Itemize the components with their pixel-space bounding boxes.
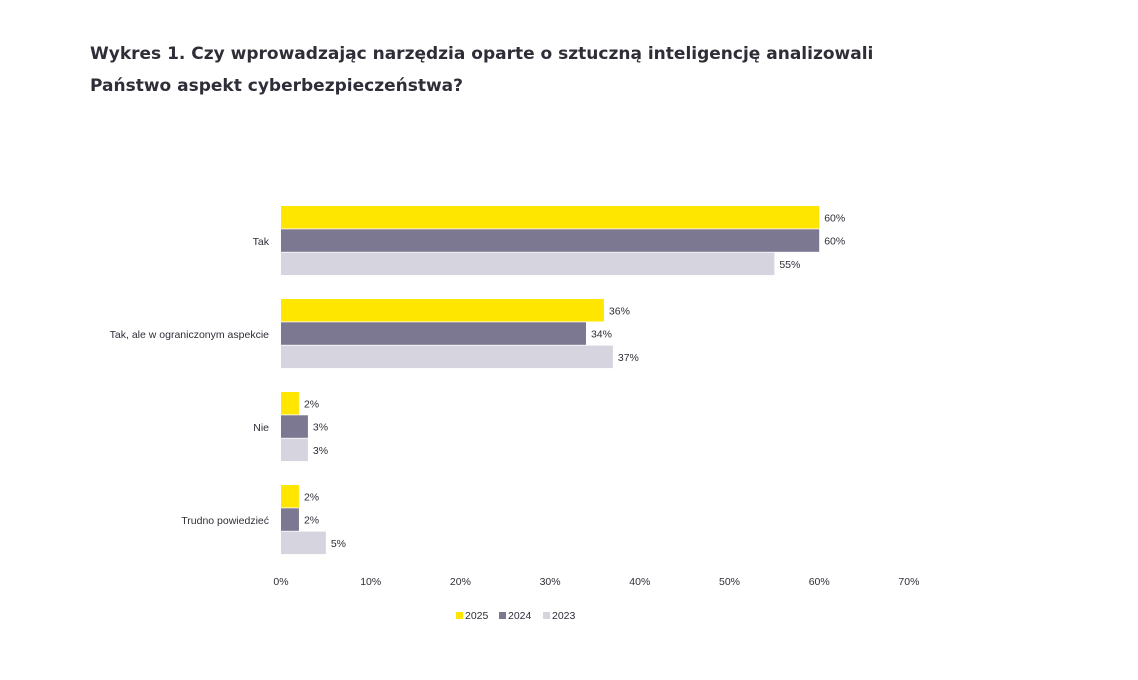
bar-2023-tak-ale-w-ograniczonym-aspekcie [281, 345, 613, 369]
category-label-nie: Nie [253, 422, 269, 434]
bar-2024-tak-ale-w-ograniczonym-aspekcie [281, 322, 586, 345]
bar-2025-nie [281, 392, 299, 415]
x-tick-label-10: 10% [360, 576, 381, 588]
legend-swatch-2023 [543, 612, 550, 619]
data-label-2023-tak: 55% [779, 259, 800, 271]
x-tick-label-60: 60% [809, 576, 830, 588]
bar-2025-trudno-powiedziec [281, 485, 299, 508]
bar-2025-tak-ale-w-ograniczonym-aspekcie [281, 299, 604, 322]
data-label-2024-tak-ale-w-ograniczonym-aspekcie: 34% [591, 329, 612, 341]
data-label-2024-tak: 60% [824, 236, 845, 248]
category-label-tak-ale-w-ograniczonym-aspekcie: Tak, ale w ograniczonym aspekcie [110, 329, 269, 341]
legend-swatch-2025 [456, 612, 463, 619]
x-tick-label-40: 40% [629, 576, 650, 588]
data-label-2024-trudno-powiedziec: 2% [304, 515, 319, 527]
legend-label-2024: 2024 [508, 610, 532, 622]
x-tick-label-20: 20% [450, 576, 471, 588]
x-tick-label-30: 30% [540, 576, 561, 588]
bar-2024-tak [281, 229, 820, 252]
x-tick-label-0: 0% [273, 576, 288, 588]
legend-label-2025: 2025 [465, 610, 489, 622]
data-label-2024-nie: 3% [313, 422, 328, 434]
bar-2024-trudno-powiedziec [281, 508, 299, 531]
x-tick-label-50: 50% [719, 576, 740, 588]
data-label-2025-nie: 2% [304, 398, 319, 410]
data-label-2025-tak: 60% [824, 212, 845, 224]
bar-2023-nie [281, 438, 308, 462]
bar-2023-trudno-powiedziec [281, 531, 326, 555]
bar-2024-nie [281, 415, 308, 438]
data-label-2023-trudno-powiedziec: 5% [331, 538, 346, 550]
bar-2025-tak [281, 206, 820, 229]
bar-2023-tak [281, 252, 775, 276]
category-label-tak: Tak [253, 236, 270, 248]
legend-label-2023: 2023 [552, 610, 576, 622]
x-tick-label-70: 70% [898, 576, 919, 588]
chart-title-line-2: Państwo aspekt cyberbezpieczeństwa? [90, 76, 464, 96]
chart-title: Wykres 1. Czy wprowadzając narzędzia opa… [90, 38, 990, 102]
chart-title-line-1: Wykres 1. Czy wprowadzając narzędzia opa… [90, 44, 874, 64]
data-label-2023-nie: 3% [313, 445, 328, 457]
category-label-trudno-powiedziec: Trudno powiedzieć [181, 515, 269, 527]
data-label-2023-tak-ale-w-ograniczonym-aspekcie: 37% [618, 352, 639, 364]
data-label-2025-tak-ale-w-ograniczonym-aspekcie: 36% [609, 305, 630, 317]
data-label-2025-trudno-powiedziec: 2% [304, 491, 319, 503]
legend-swatch-2024 [499, 612, 506, 619]
